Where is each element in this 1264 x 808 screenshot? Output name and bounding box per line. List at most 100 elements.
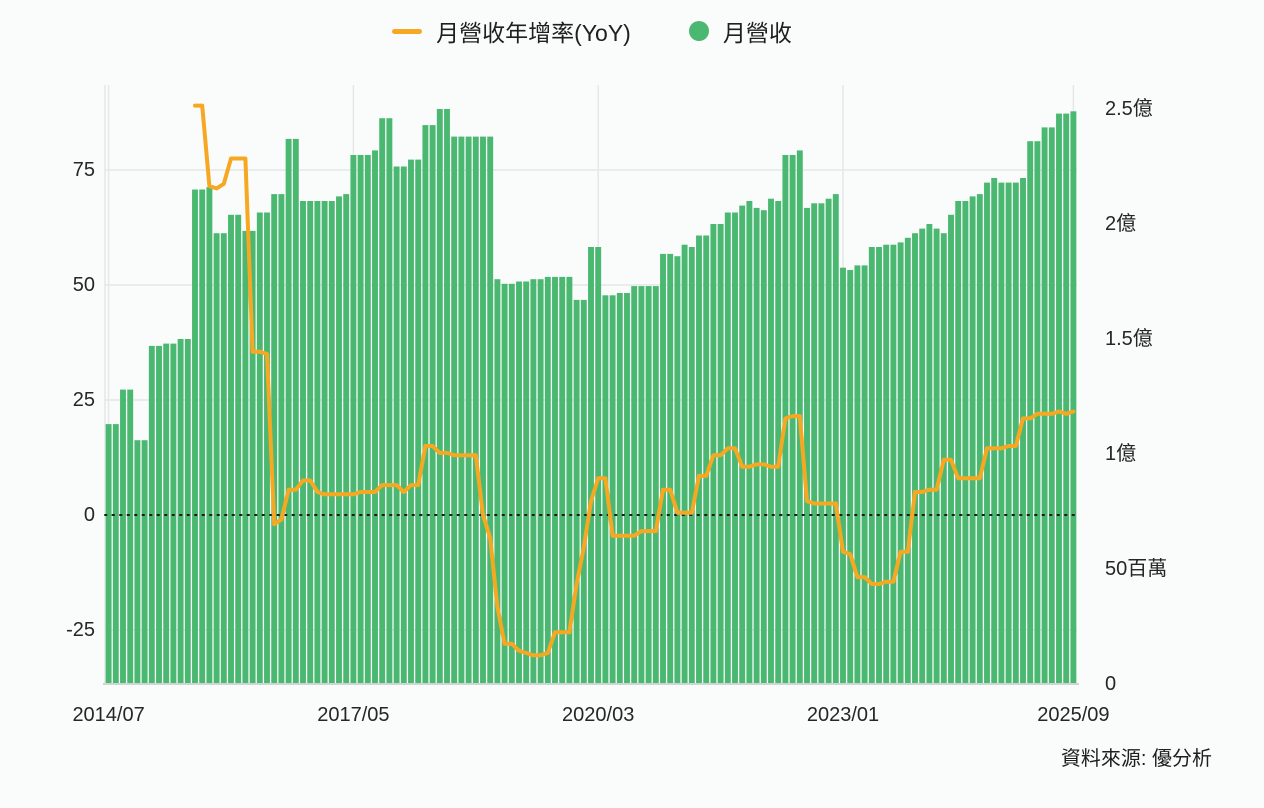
revenue-bar[interactable] — [624, 293, 630, 684]
revenue-bar[interactable] — [228, 214, 234, 685]
revenue-bar[interactable] — [242, 230, 249, 684]
revenue-bar[interactable] — [1063, 113, 1070, 685]
revenue-bar[interactable] — [926, 224, 933, 684]
revenue-bar[interactable] — [501, 283, 508, 684]
revenue-bar[interactable] — [487, 136, 494, 685]
revenue-bar[interactable] — [746, 201, 753, 684]
revenue-bar[interactable] — [861, 265, 868, 684]
revenue-bar[interactable] — [530, 279, 537, 684]
revenue-bar[interactable] — [278, 194, 285, 684]
revenue-bar[interactable] — [1005, 182, 1012, 684]
revenue-bar[interactable] — [955, 201, 962, 684]
revenue-bar[interactable] — [285, 138, 292, 684]
revenue-bar[interactable] — [1048, 127, 1055, 684]
revenue-bar[interactable] — [1041, 127, 1048, 684]
revenue-bar[interactable] — [544, 276, 551, 684]
revenue-bar[interactable] — [465, 136, 472, 685]
revenue-bar[interactable] — [595, 247, 602, 684]
revenue-bar[interactable] — [372, 150, 378, 684]
revenue-bar[interactable] — [429, 125, 436, 685]
revenue-bar[interactable] — [811, 203, 818, 685]
revenue-bar[interactable] — [112, 424, 119, 684]
revenue-bar[interactable] — [343, 194, 350, 684]
revenue-bar[interactable] — [919, 228, 926, 684]
revenue-bar[interactable] — [235, 214, 242, 685]
revenue-bar[interactable] — [386, 118, 393, 684]
revenue-bar[interactable] — [991, 178, 998, 684]
revenue-bar[interactable] — [300, 201, 306, 684]
revenue-bar[interactable] — [660, 253, 666, 684]
revenue-bar[interactable] — [379, 118, 386, 684]
revenue-bar[interactable] — [775, 201, 782, 684]
revenue-bar[interactable] — [753, 207, 760, 684]
revenue-bar[interactable] — [681, 244, 688, 684]
revenue-bar[interactable] — [336, 196, 342, 684]
yoy-line[interactable] — [193, 103, 1076, 658]
revenue-bar[interactable] — [688, 247, 695, 684]
revenue-bar[interactable] — [897, 242, 904, 684]
revenue-bar[interactable] — [739, 205, 746, 684]
revenue-bar[interactable] — [192, 189, 198, 685]
revenue-bar[interactable] — [573, 299, 580, 684]
revenue-bar[interactable] — [451, 136, 458, 685]
revenue-bar[interactable] — [163, 343, 170, 684]
revenue-bar[interactable] — [350, 155, 357, 684]
revenue-bar[interactable] — [696, 235, 702, 685]
revenue-bar[interactable] — [904, 237, 911, 685]
revenue-bar[interactable] — [458, 136, 465, 685]
revenue-bar[interactable] — [292, 138, 299, 684]
revenue-bar[interactable] — [1070, 111, 1077, 685]
revenue-bar[interactable] — [840, 267, 846, 684]
revenue-bar[interactable] — [256, 212, 263, 685]
revenue-bar[interactable] — [494, 279, 501, 684]
revenue-bar[interactable] — [364, 155, 371, 684]
revenue-bar[interactable] — [472, 136, 479, 685]
revenue-bar[interactable] — [638, 286, 645, 684]
revenue-bar[interactable] — [580, 299, 587, 684]
revenue-bar[interactable] — [854, 265, 861, 684]
legend-item-yoy[interactable]: 月營收年增率(YoY) — [392, 14, 631, 48]
revenue-bar[interactable] — [199, 189, 206, 685]
revenue-bar[interactable] — [768, 198, 774, 684]
revenue-bar[interactable] — [516, 281, 522, 685]
revenue-bar[interactable] — [912, 233, 918, 684]
revenue-bar[interactable] — [1056, 113, 1062, 685]
revenue-bar[interactable] — [1020, 178, 1026, 684]
revenue-bar[interactable] — [184, 339, 191, 684]
revenue-bar[interactable] — [674, 256, 681, 684]
revenue-bar[interactable] — [818, 203, 825, 685]
revenue-bar[interactable] — [436, 109, 443, 684]
revenue-bar[interactable] — [760, 210, 767, 684]
revenue-bar[interactable] — [948, 214, 954, 685]
revenue-bar[interactable] — [400, 166, 407, 685]
revenue-bar[interactable] — [141, 440, 148, 684]
revenue-bar[interactable] — [616, 293, 623, 684]
revenue-bar[interactable] — [933, 228, 940, 684]
revenue-bar[interactable] — [134, 440, 141, 684]
revenue-bar[interactable] — [876, 247, 882, 684]
revenue-bar[interactable] — [249, 230, 256, 684]
revenue-bar[interactable] — [631, 286, 638, 684]
revenue-bar[interactable] — [170, 343, 177, 684]
revenue-bar[interactable] — [206, 187, 213, 684]
revenue-bar[interactable] — [321, 201, 328, 684]
revenue-bar[interactable] — [523, 281, 530, 685]
revenue-bar[interactable] — [220, 233, 227, 684]
revenue-bar[interactable] — [444, 109, 450, 684]
revenue-bar[interactable] — [177, 339, 184, 684]
revenue-bar[interactable] — [566, 276, 573, 684]
revenue-bar[interactable] — [789, 155, 796, 684]
revenue-bar[interactable] — [415, 159, 422, 685]
revenue-bar[interactable] — [703, 235, 710, 685]
revenue-bar[interactable] — [271, 194, 278, 684]
revenue-bar[interactable] — [847, 270, 854, 684]
revenue-bar[interactable] — [393, 166, 400, 685]
revenue-bar[interactable] — [559, 276, 566, 684]
revenue-bar[interactable] — [357, 155, 364, 684]
revenue-bar[interactable] — [328, 201, 335, 684]
revenue-bar[interactable] — [1012, 182, 1019, 684]
revenue-bar[interactable] — [307, 201, 314, 684]
revenue-bar[interactable] — [962, 201, 969, 684]
revenue-bar[interactable] — [883, 244, 890, 684]
revenue-bar[interactable] — [408, 159, 414, 685]
